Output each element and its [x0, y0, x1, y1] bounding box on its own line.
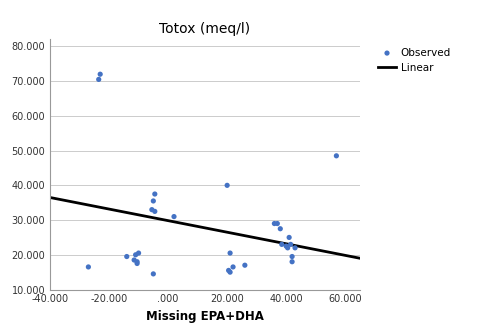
Observed: [134, 250, 142, 256]
Legend: Observed, Linear: Observed, Linear: [374, 45, 454, 76]
Observed: [133, 259, 141, 265]
Observed: [151, 191, 159, 197]
Observed: [332, 153, 340, 159]
Observed: [226, 269, 234, 275]
Observed: [274, 221, 281, 226]
X-axis label: Missing EPA+DHA: Missing EPA+DHA: [146, 310, 264, 323]
Observed: [226, 250, 234, 256]
Observed: [148, 207, 156, 212]
Observed: [151, 209, 159, 214]
Observed: [132, 252, 140, 257]
Observed: [123, 254, 131, 259]
Observed: [282, 243, 290, 249]
Observed: [229, 264, 237, 269]
Observed: [291, 245, 299, 250]
Observed: [94, 77, 102, 82]
Observed: [241, 263, 249, 268]
Observed: [276, 226, 284, 231]
Observed: [288, 259, 296, 265]
Observed: [284, 245, 292, 250]
Observed: [133, 261, 141, 266]
Observed: [286, 242, 294, 247]
Observed: [285, 235, 293, 240]
Observed: [278, 242, 286, 247]
Observed: [223, 183, 231, 188]
Observed: [224, 268, 232, 273]
Observed: [150, 271, 158, 276]
Observed: [170, 214, 178, 219]
Observed: [270, 221, 278, 226]
Observed: [288, 254, 296, 259]
Observed: [130, 257, 138, 263]
Title: Totox (meq/l): Totox (meq/l): [160, 21, 250, 36]
Observed: [96, 72, 104, 77]
Observed: [150, 198, 158, 204]
Observed: [84, 264, 92, 269]
